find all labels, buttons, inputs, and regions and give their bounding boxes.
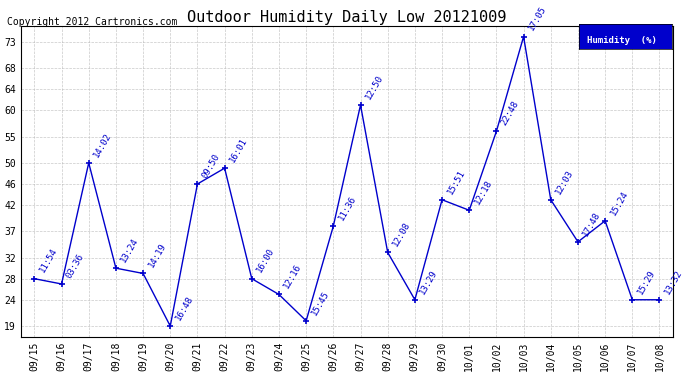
Text: 16:00: 16:00 (255, 247, 276, 274)
Text: 13:29: 13:29 (418, 268, 440, 296)
Text: 15:24: 15:24 (609, 189, 629, 217)
Text: 12:18: 12:18 (473, 178, 494, 206)
Text: 15:29: 15:29 (635, 268, 657, 296)
Text: 12:16: 12:16 (282, 262, 304, 290)
Text: 12:03: 12:03 (554, 168, 575, 195)
Text: 13:24: 13:24 (119, 236, 140, 264)
Text: 16:48: 16:48 (173, 294, 195, 322)
Text: 17:05: 17:05 (527, 4, 548, 32)
Text: 12:50: 12:50 (364, 73, 385, 101)
Text: 17:48: 17:48 (581, 210, 602, 238)
Text: Humidity  (%): Humidity (%) (586, 36, 657, 45)
Title: Outdoor Humidity Daily Low 20121009: Outdoor Humidity Daily Low 20121009 (187, 10, 506, 25)
Text: 14:19: 14:19 (146, 242, 168, 269)
Text: 12:08: 12:08 (391, 220, 412, 248)
Text: 11:54: 11:54 (38, 247, 59, 274)
Text: 15:51: 15:51 (445, 168, 466, 195)
Text: Copyright 2012 Cartronics.com: Copyright 2012 Cartronics.com (7, 17, 177, 27)
Text: 16:01: 16:01 (228, 136, 249, 164)
Text: 11:36: 11:36 (337, 194, 358, 222)
Text: 09:50: 09:50 (201, 152, 222, 180)
Text: 13:32: 13:32 (662, 268, 684, 296)
Text: 03:36: 03:36 (65, 252, 86, 280)
Text: 14:02: 14:02 (92, 131, 113, 159)
Text: 22:48: 22:48 (500, 99, 521, 127)
Text: 15:45: 15:45 (309, 289, 331, 316)
